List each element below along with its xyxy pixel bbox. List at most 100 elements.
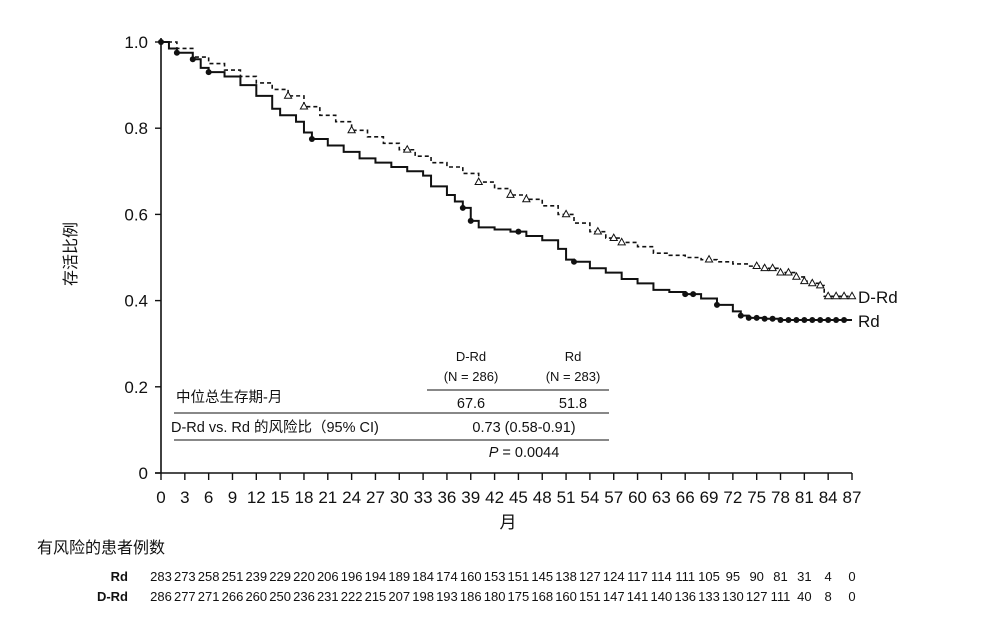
at-risk-value: 0: [848, 569, 855, 584]
censor-dot-marker: [189, 56, 196, 63]
censor-triangle-marker: [617, 237, 627, 246]
at-risk-value: 133: [698, 589, 720, 604]
table-value-median-d-rd: 67.6: [457, 396, 485, 412]
x-tick-label: 48: [533, 488, 552, 507]
inset-table: D-Rd (N = 286) Rd (N = 283) 中位总生存期-月 67.…: [171, 349, 609, 461]
at-risk-value: 31: [797, 569, 811, 584]
at-risk-value: 273: [174, 569, 196, 584]
y-tick-label: 0: [139, 464, 148, 483]
censor-triangle-marker: [402, 144, 412, 153]
x-tick-label: 42: [485, 488, 504, 507]
censor-triangle-marker: [347, 125, 357, 134]
at-risk-values: 283 273 258 251 239 229 220 206 196 194 189 184 174 1…: [150, 569, 855, 604]
at-risk-value: 141: [627, 589, 649, 604]
censor-triangle-marker: [815, 280, 825, 289]
x-tick-label: 21: [318, 488, 337, 507]
censor-triangle-marker: [474, 177, 484, 185]
at-risk-value: 147: [603, 589, 625, 604]
censor-dot-marker: [690, 291, 697, 298]
x-tick-label: 66: [676, 488, 695, 507]
censor-triangle-marker: [299, 101, 309, 110]
p-label: P: [489, 445, 499, 461]
table-col-header-d-rd: D-Rd: [456, 349, 486, 364]
table-col-n-d-rd: (N = 286): [444, 369, 499, 384]
censor-dot-marker: [777, 316, 784, 323]
y-tick-label: 0.6: [124, 205, 148, 224]
censor-dot-marker: [682, 291, 689, 298]
censor-triangle-marker: [784, 267, 793, 276]
x-tick-label: 30: [390, 488, 409, 507]
censor-dot-marker: [801, 316, 808, 323]
censor-dot-marker: [173, 49, 180, 56]
censor-dot-marker: [158, 39, 164, 45]
x-tick-label: 24: [342, 488, 361, 507]
x-tick-label: 75: [747, 488, 766, 507]
x-tick-label: 51: [557, 488, 576, 507]
at-risk-value: 95: [726, 569, 740, 584]
at-risk-value: 251: [222, 569, 244, 584]
at-risk-value: 127: [746, 589, 768, 604]
at-risk-table: 有风险的患者例数 Rd D-Rd 283 273 258 251 239 229 220 20…: [37, 539, 856, 604]
at-risk-value: 180: [484, 589, 506, 604]
at-risk-value: 250: [269, 589, 291, 604]
censor-triangle-marker: [521, 194, 531, 203]
table-row-label-median-os: 中位总生存期-月: [176, 389, 282, 406]
table-value-median-rd: 51.8: [559, 396, 587, 412]
y-tick-label: 0.2: [124, 378, 148, 397]
at-risk-value: 140: [651, 589, 673, 604]
x-tick-label: 0: [156, 488, 165, 507]
censor-triangle-marker: [831, 291, 841, 300]
censor-dot-marker: [817, 316, 824, 323]
at-risk-value: 283: [150, 569, 172, 584]
at-risk-value: 189: [388, 569, 410, 584]
censor-dot-marker: [515, 228, 522, 235]
series-line-rd: [161, 41, 852, 321]
x-tick-label: 72: [723, 488, 742, 507]
censor-dot-marker: [745, 314, 752, 321]
censor-dot-marker: [761, 315, 768, 322]
table-col-header-rd: Rd: [565, 349, 582, 364]
at-risk-value: 258: [198, 569, 220, 584]
at-risk-value: 271: [198, 589, 220, 604]
censor-triangle-marker: [561, 209, 571, 218]
at-risk-value: 81: [773, 569, 787, 584]
at-risk-value: 111: [771, 589, 791, 604]
x-tick-label: 84: [819, 488, 838, 507]
at-risk-value: 8: [825, 589, 832, 604]
axes: 00.20.40.60.81.00 3 6 9 12 15 18 21 24 27 30 33 36 39…: [124, 33, 861, 507]
censor-triangle-marker: [704, 254, 714, 263]
x-tick-label: 39: [461, 488, 480, 507]
series-end-label-d-rd: D-Rd: [858, 288, 898, 307]
at-risk-value: 153: [484, 569, 506, 584]
table-p-value: P = 0.0044: [489, 445, 560, 461]
y-tick-label: 1.0: [124, 33, 148, 52]
series-line-d-rd: [161, 41, 852, 298]
censor-dot-marker: [737, 312, 744, 319]
censor-triangle-marker: [752, 261, 762, 270]
at-risk-value: 168: [531, 589, 553, 604]
x-tick-label: 45: [509, 488, 528, 507]
censor-triangle-marker: [776, 267, 785, 276]
censor-triangle-marker: [768, 263, 778, 272]
at-risk-value: 198: [412, 589, 434, 604]
at-risk-value: 196: [341, 569, 363, 584]
y-axis-label: 存活比例: [62, 222, 80, 286]
x-tick-label: 36: [437, 488, 456, 507]
censor-triangle-marker: [760, 263, 770, 272]
at-risk-value: 193: [436, 589, 458, 604]
at-risk-row-label-d-rd: D-Rd: [97, 589, 128, 604]
at-risk-value: 40: [797, 589, 811, 604]
censor-dot-marker: [769, 315, 776, 322]
table-row-label-hazard-ratio: D-Rd vs. Rd 的风险比（95% CI): [171, 419, 379, 436]
at-risk-value: 117: [627, 569, 648, 584]
at-risk-value: 124: [603, 569, 625, 584]
x-tick-label: 15: [271, 488, 290, 507]
x-tick-label: 27: [366, 488, 385, 507]
at-risk-value: 4: [825, 569, 832, 584]
x-tick-label: 54: [580, 488, 599, 507]
at-risk-value: 239: [245, 569, 267, 584]
at-risk-value: 174: [436, 569, 458, 584]
at-risk-value: 0: [848, 589, 855, 604]
y-tick-label: 0.8: [124, 119, 148, 138]
x-tick-label: 81: [795, 488, 814, 507]
